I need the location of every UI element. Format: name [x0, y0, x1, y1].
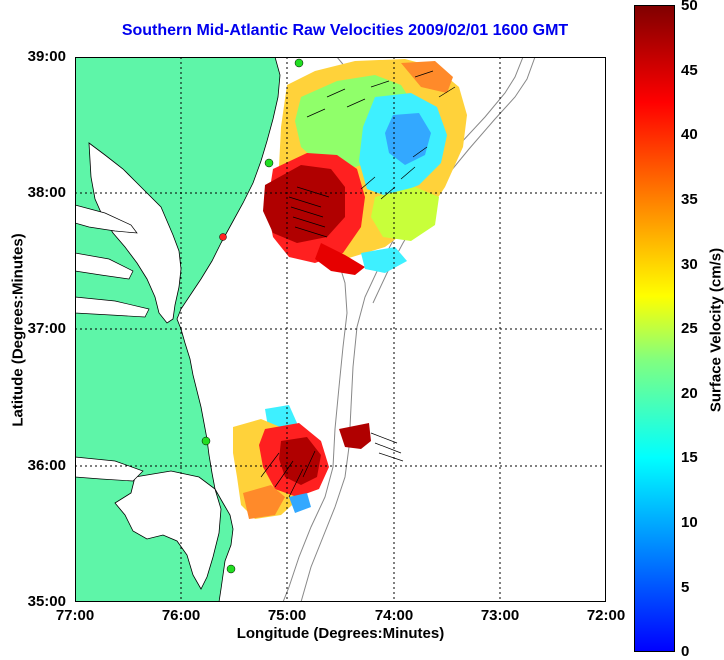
- colorbar-tick: 20: [681, 385, 698, 402]
- station-marker: [295, 59, 303, 67]
- colorbar: [634, 5, 675, 652]
- y-tick-label: 36:00: [28, 457, 66, 474]
- map-title: Southern Mid-Atlantic Raw Velocities 200…: [60, 22, 630, 40]
- y-tick-label: 37:00: [28, 320, 66, 337]
- y-tick-label: 38:00: [28, 184, 66, 201]
- x-tick-label: 76:00: [141, 607, 221, 624]
- colorbar-tick: 30: [681, 256, 698, 273]
- colorbar-tick: 40: [681, 126, 698, 143]
- colorbar-tick: 5: [681, 579, 689, 596]
- colorbar-tick: 50: [681, 0, 698, 14]
- colorbar-tick: 45: [681, 62, 698, 79]
- x-tick-label: 75:00: [247, 607, 327, 624]
- x-tick-label: 73:00: [460, 607, 540, 624]
- colorbar-tick: 35: [681, 191, 698, 208]
- x-axis-label: Longitude (Degrees:Minutes): [75, 625, 606, 642]
- x-tick-label: 74:00: [354, 607, 434, 624]
- station-marker: [227, 565, 235, 573]
- map-plot[interactable]: [75, 57, 606, 602]
- colorbar-tick: 10: [681, 514, 698, 531]
- y-tick-label: 39:00: [28, 48, 66, 65]
- x-tick-label: 77:00: [35, 607, 115, 624]
- station-marker: [220, 234, 227, 241]
- station-marker: [265, 159, 273, 167]
- colorbar-tick: 25: [681, 320, 698, 337]
- colorbar-label: Surface Velocity (cm/s): [708, 248, 724, 412]
- colorbar-tick: 0: [681, 643, 689, 660]
- y-axis-label: Latitude (Degrees:Minutes): [10, 233, 27, 426]
- station-marker: [202, 437, 210, 445]
- colorbar-tick: 15: [681, 449, 698, 466]
